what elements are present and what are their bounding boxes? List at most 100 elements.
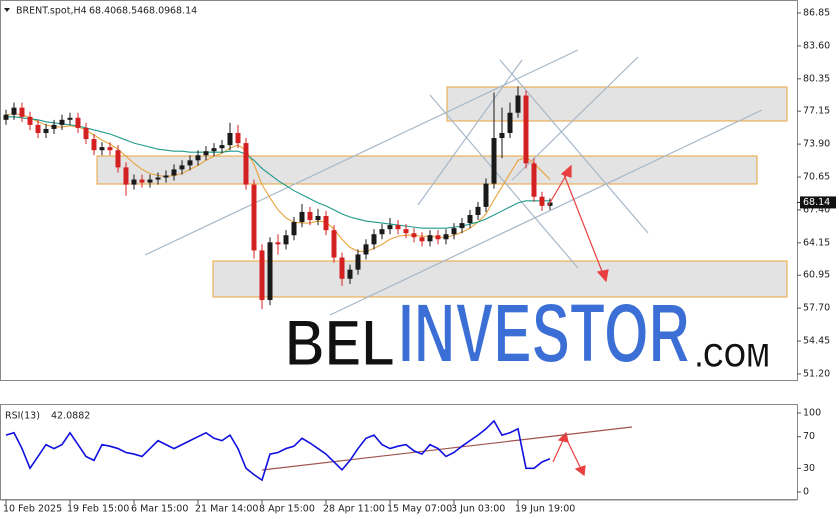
candle-body (315, 215, 321, 221)
candle-body (539, 196, 545, 206)
candle-body (187, 160, 193, 166)
candle-body (83, 127, 89, 140)
zone (96, 155, 758, 185)
y-tick-label: 70.65 (803, 172, 830, 183)
watermark: BEL INVESTOR .COM (284, 285, 771, 381)
rsi-trendline (261, 426, 633, 471)
candle-body (59, 119, 65, 125)
arrow-head (596, 269, 609, 283)
x-tick-label: 21 Mar 14:00 (195, 504, 258, 515)
candle-body (51, 124, 57, 129)
x-tick-label: 3 Jun 03:00 (451, 504, 505, 515)
candle-body (235, 132, 241, 144)
candle-body (347, 269, 353, 279)
symbol: BRENT.spot,H4 (16, 6, 87, 17)
y-tick-label: 51.20 (803, 368, 830, 379)
channels (144, 49, 763, 316)
y-tick-label: 70 (803, 431, 815, 442)
candle-body (523, 95, 529, 164)
x-tick-label: 15 May 07:00 (387, 504, 452, 515)
candle-body (379, 229, 385, 235)
y-tick-label: 30 (803, 463, 815, 474)
rsi-title: RSI(13) (5, 411, 40, 422)
candle-body (403, 229, 409, 234)
zone (212, 260, 788, 298)
candle-body (387, 225, 393, 230)
channel-line (429, 94, 579, 269)
channel-line (417, 59, 523, 206)
y-tick-label: 64.15 (803, 237, 830, 248)
candle-body (27, 116, 33, 125)
candle-body (227, 132, 233, 146)
watermark-bel: BEL (285, 305, 395, 379)
candle-body (291, 222, 297, 236)
candle-body (451, 228, 457, 235)
y-tick-label: 80.35 (803, 73, 830, 84)
moving-average (6, 116, 550, 229)
candle-body (107, 147, 113, 151)
candle-body (339, 257, 345, 279)
watermark-investor: INVESTOR (398, 286, 690, 380)
y-tick-label: 60.95 (803, 270, 830, 281)
y-tick-label: 83.60 (803, 40, 830, 51)
candle-body (499, 132, 505, 139)
candle-body (11, 107, 17, 115)
candle-body (115, 150, 121, 168)
candle-body (35, 124, 41, 133)
candle-body (459, 223, 465, 229)
price-panel (0, 0, 798, 381)
watermark-com: .COM (695, 337, 770, 375)
candle-body (475, 206, 481, 215)
candle-body (43, 128, 49, 133)
arrow (562, 171, 604, 275)
candle-body (267, 242, 273, 301)
price-header: BRENT.spot,H4 68.40 68.54 68.09 68.14 (4, 6, 197, 17)
channel-line (144, 49, 579, 256)
header-marker (4, 8, 10, 12)
x-tick-label: 28 Apr 11:00 (323, 504, 385, 515)
candle-body (483, 183, 489, 207)
candle-body (547, 202, 553, 206)
y-tick-label: 67.40 (803, 204, 830, 215)
ohlc-high: 68.54 (116, 6, 143, 17)
x-tick-label: 19 Jun 19:00 (515, 504, 575, 515)
price-layer (3, 86, 553, 310)
candle-body (531, 163, 537, 197)
candle-body (411, 233, 417, 238)
candle-body (75, 117, 81, 128)
candle-body (3, 114, 9, 120)
candle-body (147, 179, 153, 183)
ohlc-low: 68.09 (143, 6, 170, 17)
candle-body (19, 107, 25, 117)
candle-body (99, 147, 105, 151)
candle-body (155, 177, 161, 180)
y-tick-label: 77.15 (803, 106, 830, 117)
candle-body (259, 250, 265, 301)
candle-body (363, 244, 369, 255)
ohlc-open: 68.40 (89, 6, 116, 17)
candle-body (355, 254, 361, 270)
candle-body (91, 139, 97, 151)
zone (446, 86, 788, 122)
candle-body (419, 237, 425, 242)
rsi-panel (0, 404, 798, 500)
arrow (552, 437, 565, 463)
candle-body (219, 145, 225, 149)
candle-body (275, 242, 281, 245)
rsi-line (5, 419, 551, 482)
candle-body (427, 235, 433, 242)
channel-line (329, 109, 763, 316)
candle-body (443, 234, 449, 240)
candle-body (123, 167, 129, 185)
y-tick-label: 57.70 (803, 303, 830, 314)
last-price-tag (800, 196, 836, 209)
candle-body (139, 179, 145, 183)
candle-body (395, 225, 401, 230)
x-tick-label: 19 Feb 15:00 (67, 504, 129, 515)
candle-body (171, 169, 177, 176)
channel-line (499, 59, 649, 234)
x-tick-label: 6 Mar 15:00 (131, 504, 188, 515)
candle-body (243, 143, 249, 185)
candle-body (299, 211, 305, 223)
